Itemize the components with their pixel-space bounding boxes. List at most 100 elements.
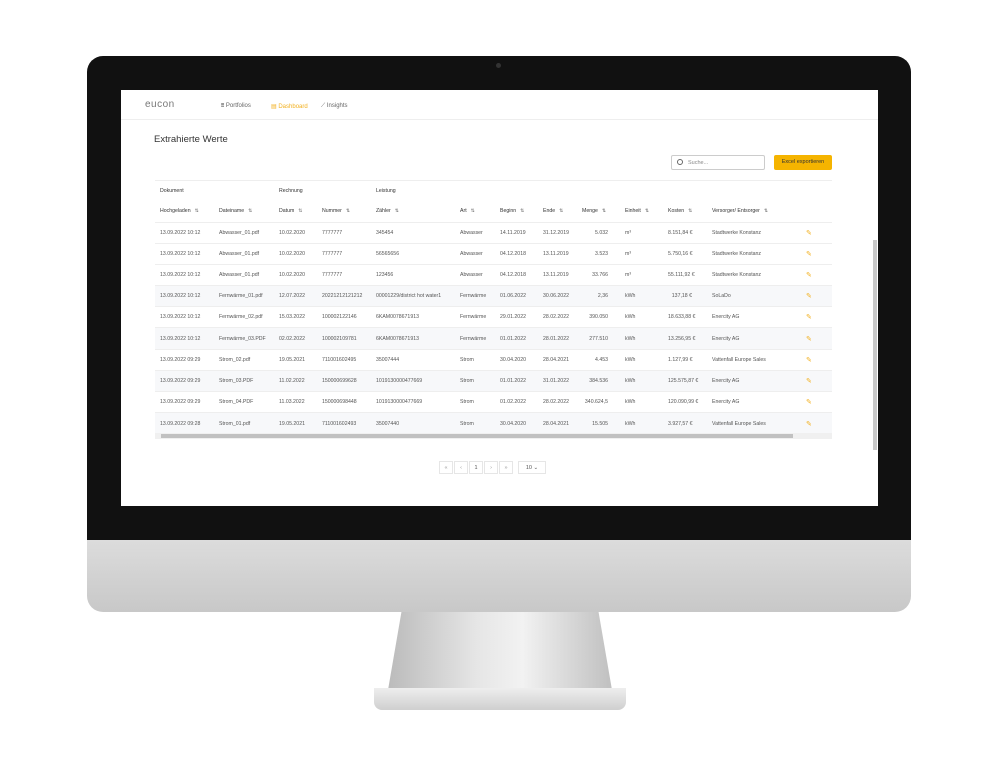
sort-icon[interactable]: ⇅ bbox=[394, 208, 400, 215]
edit-icon[interactable]: ✎ bbox=[806, 399, 812, 407]
table-cell: 8.151,84 € bbox=[663, 221, 707, 244]
nav-label: Insights bbox=[326, 103, 348, 109]
edit-icon[interactable]: ✎ bbox=[806, 335, 812, 343]
edit-cell[interactable]: ✎ bbox=[801, 327, 833, 350]
column-header[interactable]: Hochgeladen ⇅ bbox=[155, 201, 214, 222]
nav-dashboard[interactable]: ▤ Dashboard bbox=[271, 104, 308, 110]
edit-icon[interactable]: ✎ bbox=[806, 314, 812, 322]
edit-icon[interactable]: ✎ bbox=[806, 377, 812, 385]
logo: eucon bbox=[145, 99, 175, 110]
nav-portfolios[interactable]: ⩩ Portfolios bbox=[221, 103, 251, 109]
sort-icon[interactable]: ⇅ bbox=[345, 208, 351, 215]
table-cell: 150000699628 bbox=[317, 369, 371, 392]
top-nav: eucon ⩩ Portfolios ▤ Dashboard ⟋ Insight… bbox=[121, 90, 878, 120]
column-header[interactable]: Dateiname ⇅ bbox=[214, 201, 274, 222]
sort-icon[interactable]: ⇅ bbox=[688, 208, 693, 215]
sort-icon[interactable]: ⇅ bbox=[520, 208, 525, 215]
table-cell: Abwasser_01.pdf bbox=[214, 263, 274, 286]
edit-cell[interactable]: ✎ bbox=[801, 242, 833, 265]
nav-insights[interactable]: ⟋ Insights bbox=[321, 103, 348, 109]
column-label: Nummer bbox=[322, 208, 342, 215]
table-cell: 711001602493 bbox=[317, 412, 371, 434]
table-cell: kWh bbox=[620, 412, 663, 434]
edit-icon[interactable]: ✎ bbox=[806, 271, 812, 279]
page-size-select[interactable]: 10 ⌄ bbox=[518, 461, 546, 474]
column-header[interactable]: Nummer ⇅ bbox=[317, 201, 371, 222]
edit-cell[interactable]: ✎ bbox=[801, 285, 833, 307]
sort-icon[interactable]: ⇅ bbox=[194, 208, 199, 215]
table-cell: 01.02.2022 bbox=[495, 390, 538, 413]
scroll-thumb[interactable] bbox=[161, 434, 793, 438]
column-header[interactable]: Zähler ⇅ bbox=[371, 201, 455, 222]
table-cell: 10.02.2020 bbox=[274, 242, 317, 265]
table-cell: 3.927,57 € bbox=[663, 412, 707, 434]
edit-cell[interactable]: ✎ bbox=[801, 221, 833, 244]
edit-icon[interactable]: ✎ bbox=[806, 293, 812, 301]
table-row: 13.09.2022 09:29 Strom_04.PDF 11.03.2022 15… bbox=[155, 390, 833, 413]
table-cell: 30.04.2020 bbox=[495, 412, 538, 434]
page-title: Extrahierte Werte bbox=[154, 134, 228, 145]
table-cell: Enercity AG bbox=[707, 306, 801, 328]
table-cell: 6KAM0078671913 bbox=[371, 327, 455, 350]
table-row: 13.09.2022 09:28 Strom_01.pdf 19.05.2021 71… bbox=[155, 412, 833, 434]
edit-cell[interactable]: ✎ bbox=[801, 390, 833, 413]
table-cell: 00001229/district hot water1 bbox=[371, 285, 455, 307]
table-cell: 4.453 bbox=[577, 348, 620, 371]
table-cell: Abwasser bbox=[455, 263, 495, 286]
table-cell: 13.09.2022 10:12 bbox=[155, 242, 214, 265]
table-cell: 18.633,88 € bbox=[663, 306, 707, 328]
edit-cell[interactable]: ✎ bbox=[801, 348, 833, 371]
column-header[interactable]: Art ⇅ bbox=[455, 201, 495, 222]
table-cell: 12.07.2022 bbox=[274, 285, 317, 307]
first-page-button[interactable]: « bbox=[439, 461, 453, 474]
edit-icon[interactable]: ✎ bbox=[806, 250, 812, 258]
horizontal-scrollbar[interactable] bbox=[155, 433, 832, 439]
column-header[interactable]: Einheit ⇅ bbox=[620, 201, 663, 222]
table-cell: Fernwärme bbox=[455, 327, 495, 350]
sort-icon[interactable]: ⇅ bbox=[470, 208, 475, 215]
sort-icon[interactable]: ⇅ bbox=[601, 208, 607, 215]
table-cell: 28.02.2022 bbox=[538, 390, 577, 413]
column-header[interactable]: Versorger/ Entsorger ⇅ bbox=[707, 201, 801, 222]
table-cell: 7777777 bbox=[317, 221, 371, 244]
sort-icon[interactable]: ⇅ bbox=[559, 208, 564, 215]
edit-cell[interactable]: ✎ bbox=[801, 263, 833, 286]
edit-cell[interactable]: ✎ bbox=[801, 306, 833, 328]
edit-icon[interactable]: ✎ bbox=[806, 229, 812, 237]
column-header[interactable]: Beginn ⇅ bbox=[495, 201, 538, 222]
column-label: Menge bbox=[582, 208, 598, 215]
monitor-chin bbox=[87, 540, 911, 612]
page-1-button[interactable]: 1 bbox=[469, 461, 483, 474]
table-cell: 384.536 bbox=[577, 369, 620, 392]
next-page-button[interactable]: › bbox=[484, 461, 498, 474]
sort-icon[interactable]: ⇅ bbox=[248, 208, 253, 215]
column-header[interactable]: Ende ⇅ bbox=[538, 201, 577, 222]
prev-page-button[interactable]: ‹ bbox=[454, 461, 468, 474]
column-label: Versorger/ Entsorger bbox=[712, 208, 760, 215]
search-input[interactable]: Suche... bbox=[671, 155, 765, 170]
excel-export-button[interactable]: Excel exportieren bbox=[774, 155, 832, 170]
table-cell: 5.032 bbox=[577, 221, 620, 244]
table-cell: 28.02.2022 bbox=[538, 306, 577, 328]
table-row: 13.09.2022 10:12 Fernwärme_01.pdf 12.07.20… bbox=[155, 285, 833, 307]
table-cell: 13.11.2019 bbox=[538, 263, 577, 286]
last-page-button[interactable]: » bbox=[499, 461, 513, 474]
edit-icon[interactable]: ✎ bbox=[806, 356, 812, 364]
table-cell: 7777777 bbox=[317, 242, 371, 265]
edit-icon[interactable]: ✎ bbox=[806, 420, 812, 428]
edit-cell[interactable]: ✎ bbox=[801, 369, 833, 392]
table-cell: Stadtwerke Konstanz bbox=[707, 263, 801, 286]
table-cell: 137,18 € bbox=[663, 285, 707, 307]
pagination: « ‹ 1 › » 10 ⌄ bbox=[439, 461, 547, 474]
table-cell: 02.02.2022 bbox=[274, 327, 317, 350]
column-label: Datum bbox=[279, 208, 295, 215]
sort-icon[interactable]: ⇅ bbox=[644, 208, 650, 215]
edit-cell[interactable]: ✎ bbox=[801, 412, 833, 434]
vertical-scrollbar[interactable] bbox=[873, 240, 877, 450]
column-header[interactable]: Datum ⇅ bbox=[274, 201, 317, 222]
sort-icon[interactable]: ⇅ bbox=[763, 208, 769, 215]
sort-icon[interactable]: ⇅ bbox=[298, 208, 303, 215]
column-label: Zähler bbox=[376, 208, 391, 215]
column-header[interactable]: Menge ⇅ bbox=[577, 201, 620, 222]
column-header[interactable]: Kosten ⇅ bbox=[663, 201, 707, 222]
